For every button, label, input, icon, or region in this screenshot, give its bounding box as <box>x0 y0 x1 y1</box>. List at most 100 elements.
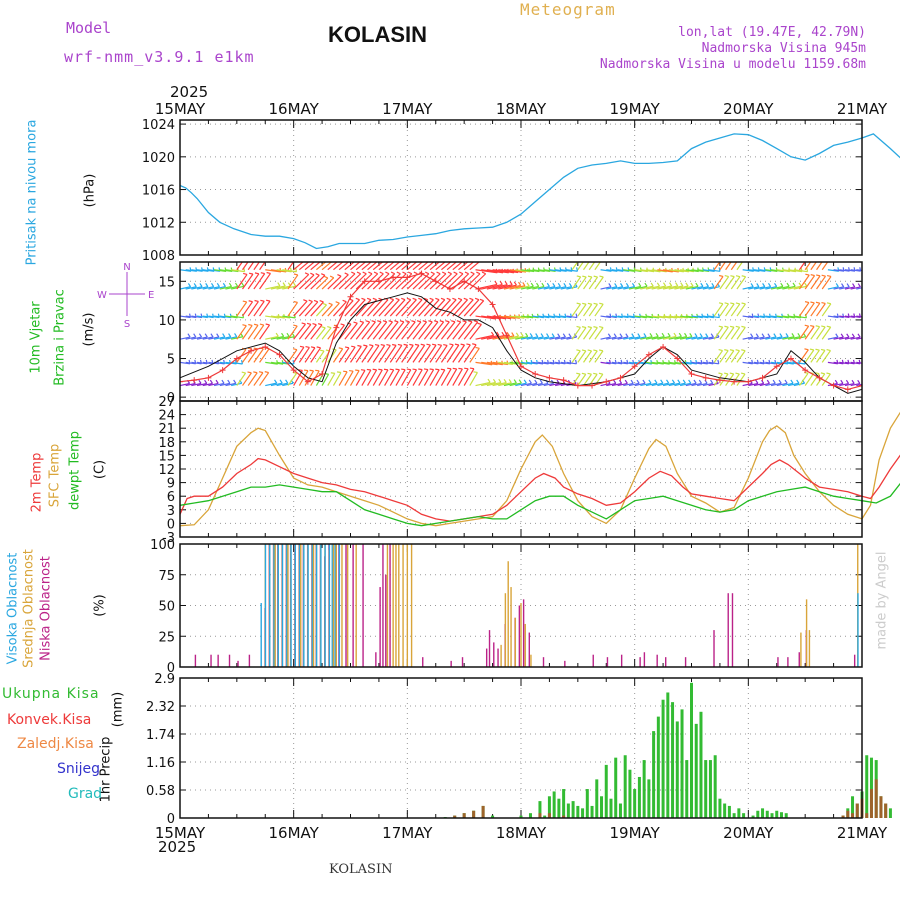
wind-barb-flag <box>472 343 477 346</box>
wind-barb-flag <box>509 281 513 286</box>
wind-barb <box>287 274 299 290</box>
wind-barb <box>213 336 225 340</box>
wind-barb <box>440 368 452 386</box>
wind-barb <box>617 382 628 387</box>
wind-barb <box>486 315 507 320</box>
wind-barb <box>788 315 801 319</box>
wind-barb <box>265 315 280 319</box>
wind-barb-flag <box>741 349 746 352</box>
wind-barb-flag <box>298 369 303 372</box>
precip-bar-total <box>694 723 698 818</box>
wind-barb <box>844 315 855 319</box>
wind-barb <box>270 285 286 290</box>
wind-barb-flag <box>705 333 709 338</box>
wind-barb <box>691 269 704 273</box>
wind-barb-flag <box>767 333 771 338</box>
wind-barb <box>282 382 294 387</box>
wind-barb-flag <box>582 302 587 305</box>
wind-barb <box>253 273 266 290</box>
wind-barb <box>259 324 271 340</box>
wind-barb <box>554 336 566 340</box>
wind-barb <box>651 285 666 290</box>
wind-barb-flag <box>552 282 556 287</box>
wind-barb <box>475 315 496 320</box>
wind-barb <box>680 336 693 340</box>
wind-barb-flag <box>388 320 393 323</box>
wind-barb-flag <box>355 297 360 301</box>
precip-grid: 0 0.58 1.16 1.74 2.32 2.9 <box>146 672 863 827</box>
wind-barb-flag <box>536 282 540 287</box>
wind-barb-flag <box>551 333 555 338</box>
wind-barb <box>725 350 735 363</box>
wind-barb <box>498 382 512 387</box>
time-label-bottom: 17MAY <box>382 824 433 842</box>
wind-barb <box>821 262 829 271</box>
wind-barb <box>180 361 191 365</box>
precip-bar-total <box>628 769 632 818</box>
wind-barb <box>748 382 759 387</box>
wind-barb-flag <box>351 345 356 348</box>
wind-barb <box>532 382 543 387</box>
wind-barb-flag <box>363 344 368 347</box>
wind-barb <box>486 284 508 290</box>
wind-barb <box>282 315 296 319</box>
wind-barb-flag <box>518 281 522 286</box>
wind-barb <box>543 269 556 272</box>
compass-west: W <box>97 290 107 301</box>
wind-barb <box>566 361 577 365</box>
precip-bar-total <box>571 801 575 818</box>
cloud-frame <box>179 543 863 668</box>
wind-barb-flag <box>835 333 839 338</box>
pressure-tick-label: 1012 <box>142 216 175 231</box>
wind-barb <box>231 269 245 273</box>
precip-bar-convective <box>481 805 485 818</box>
wind-barb-flag <box>774 282 778 287</box>
wind-barb <box>191 382 202 387</box>
wind-barb <box>276 335 290 340</box>
wind-barb <box>645 269 661 273</box>
wind-barb <box>702 361 714 365</box>
wind-barb-flag <box>810 274 815 277</box>
wind-barb <box>839 269 850 272</box>
wind-barb <box>429 321 445 340</box>
wind-barb-flag <box>463 297 468 301</box>
wind-barb <box>196 382 207 387</box>
wind-barb <box>469 347 480 363</box>
wind-barb <box>338 347 350 363</box>
wind-barb <box>588 350 598 363</box>
wind-barb-flag <box>718 349 723 352</box>
wind-barb-flag <box>724 275 729 278</box>
wind-barb-flag <box>394 320 399 323</box>
model-name: wrf-nmm_v3.9.1 e1km <box>64 48 255 66</box>
wind-barb <box>446 368 458 386</box>
wind-barb <box>668 361 681 365</box>
wind-barb <box>765 382 776 387</box>
wind-barb-flag <box>607 333 612 338</box>
wind-barb <box>657 285 672 290</box>
wind-barb <box>321 373 330 386</box>
wind-barb-flag <box>654 379 658 384</box>
wind-barb <box>594 262 602 271</box>
wind-barb <box>361 369 372 386</box>
wind-barb-flag <box>264 371 269 374</box>
wind-barb <box>372 345 386 363</box>
wind-barb <box>600 361 611 365</box>
wind-barb <box>293 300 308 317</box>
legend-total: Ukupna Kisa <box>2 686 100 702</box>
wind-barb <box>367 345 380 363</box>
compass-north: N <box>123 262 130 273</box>
wind-barb-flag <box>228 282 233 287</box>
wind-barb-flag <box>420 343 425 346</box>
wind-barb-flag <box>248 300 253 303</box>
precip-bar-total <box>869 757 873 818</box>
wind-barb-flag <box>786 282 790 287</box>
wind-barb <box>298 262 310 271</box>
wind-barb <box>742 361 753 365</box>
wind-barb <box>560 286 572 290</box>
wind-barb-flag <box>360 369 366 371</box>
cloud-tick-label: 75 <box>158 569 175 584</box>
wind-barb <box>691 382 702 387</box>
wind-barb-flag <box>834 379 838 384</box>
precip-bar-total <box>699 711 703 818</box>
wind-barb <box>543 336 555 340</box>
